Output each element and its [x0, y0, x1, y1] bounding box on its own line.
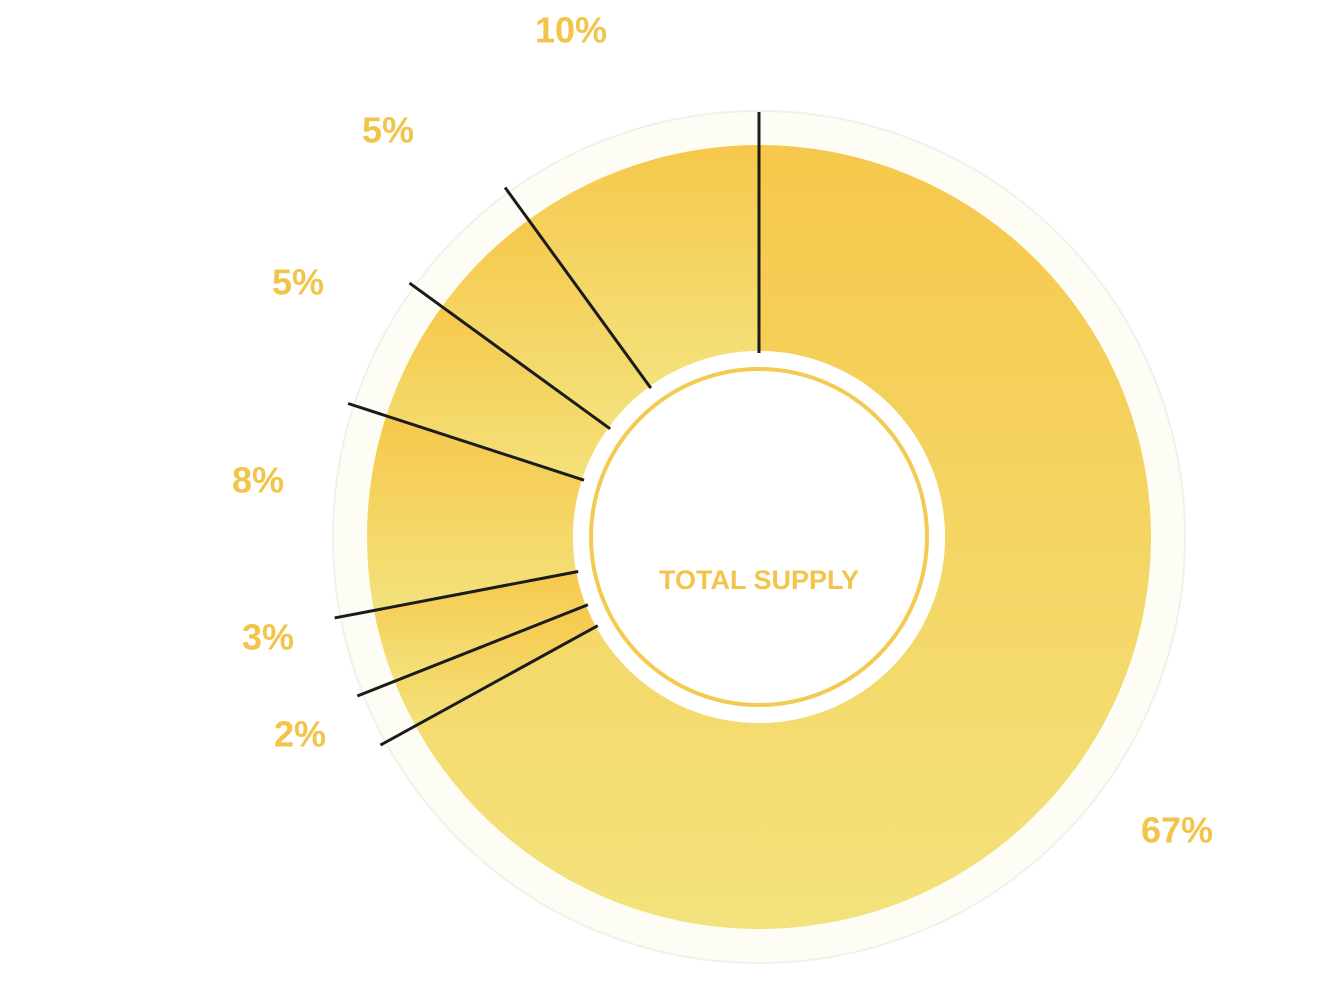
value-label: 5%: [362, 110, 414, 151]
value-label: 10%: [535, 10, 607, 51]
value-label: 2%: [274, 714, 326, 755]
center-hole: [573, 351, 945, 723]
slices: [366, 145, 1151, 929]
value-label: 3%: [242, 617, 294, 658]
slice: [415, 145, 1151, 929]
slice: [386, 306, 609, 480]
slice: [373, 571, 587, 682]
value-label: 5%: [272, 262, 324, 303]
separators: [334, 112, 761, 747]
value-label: 8%: [232, 460, 284, 501]
center-label: TOTAL SUPPLY: [659, 565, 859, 595]
slice: [366, 415, 583, 611]
separator: [503, 186, 653, 390]
slice: [441, 219, 650, 428]
value-label: 67%: [1141, 810, 1213, 851]
center-ring: [589, 367, 929, 707]
separator: [347, 402, 585, 482]
separator: [379, 624, 599, 747]
separator: [408, 281, 612, 431]
separator: [356, 603, 589, 698]
slice: [528, 145, 759, 387]
slice: [394, 605, 597, 726]
separator: [334, 570, 579, 620]
